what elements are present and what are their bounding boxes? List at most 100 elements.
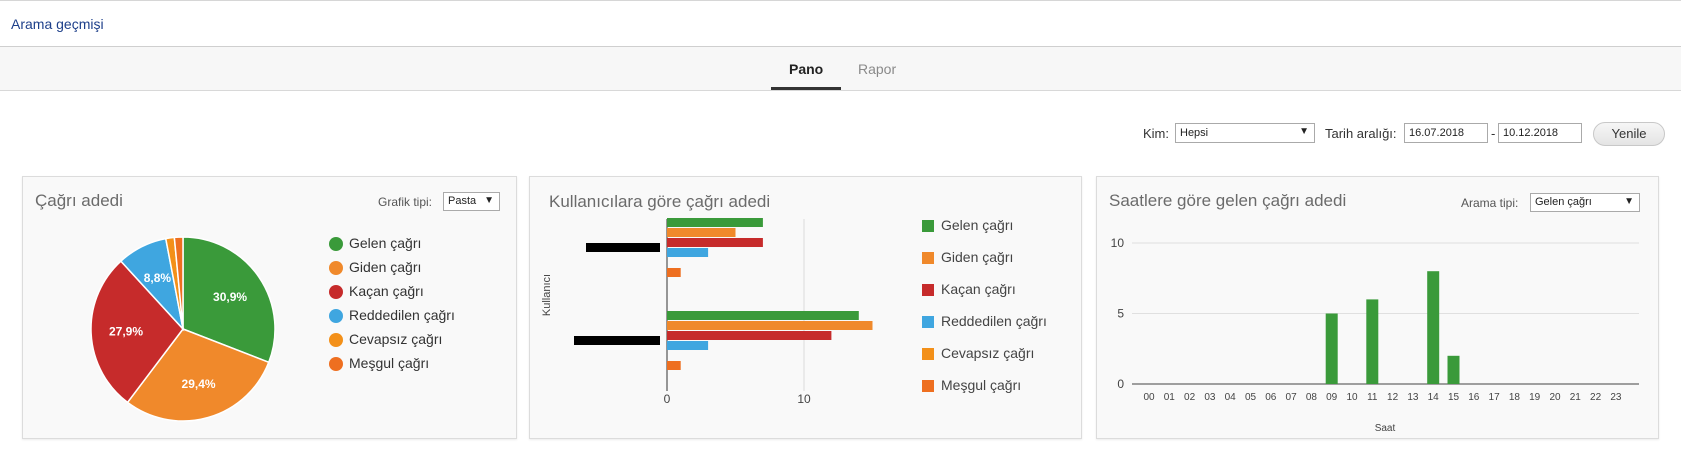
card-title: Çağrı adedi [35, 191, 123, 210]
date-from-input[interactable]: 16.07.2018 [1404, 123, 1488, 143]
filter-bar: Kim: Hepsi ▼ Tarih aralığı: 16.07.2018 -… [0, 122, 1681, 148]
pie-slice[interactable] [173, 236, 184, 330]
x-tick-label: 09 [1326, 392, 1338, 403]
legend-item[interactable]: Kaçan çağrı [349, 283, 424, 299]
redacted-user-label [586, 243, 660, 252]
who-select-value: Hepsi [1180, 127, 1209, 139]
x-tick-label: 06 [1265, 392, 1277, 403]
dropdown-arrow-icon: ▼ [1624, 196, 1634, 207]
x-tick-label: 0 [664, 392, 671, 406]
x-tick-label: 18 [1509, 392, 1521, 403]
x-tick-label: 01 [1164, 392, 1176, 403]
x-tick-label: 02 [1184, 392, 1196, 403]
x-tick-label: 05 [1245, 392, 1257, 403]
legend-marker [329, 309, 343, 323]
x-tick-label: 20 [1549, 392, 1561, 403]
x-tick-label: 19 [1529, 392, 1541, 403]
bar[interactable] [667, 361, 681, 370]
legend-item[interactable]: Meşgul çağrı [349, 355, 430, 371]
user-bar-chart: 0 10 Kullanıcı [541, 218, 873, 406]
pie-slice[interactable] [126, 328, 270, 422]
legend-marker [922, 348, 934, 360]
calls-by-hour-card: Saatlere göre gelen çağrı adedi Arama ti… [1096, 176, 1659, 439]
x-tick-label: 07 [1286, 392, 1298, 403]
bar[interactable] [667, 311, 859, 320]
tab-bar: Pano Rapor [0, 47, 1681, 91]
legend-item[interactable]: Reddedilen çağrı [941, 313, 1047, 329]
call-type-label: Arama tipi: [1461, 196, 1519, 210]
x-tick-label: 03 [1204, 392, 1216, 403]
legend-item[interactable]: Cevapsız çağrı [941, 345, 1035, 361]
y-tick-label: 0 [1117, 377, 1124, 391]
page-header: Arama geçmişi [0, 0, 1681, 47]
bar[interactable] [667, 341, 709, 350]
legend-marker [329, 237, 343, 251]
call-type-value: Gelen çağrı [1535, 196, 1592, 208]
legend-marker [922, 284, 934, 296]
date-to-input[interactable]: 10.12.2018 [1498, 123, 1582, 143]
redacted-user-label [574, 336, 660, 345]
x-tick-label: 15 [1448, 392, 1460, 403]
x-tick-label: 10 [797, 392, 811, 406]
x-tick-label: 08 [1306, 392, 1318, 403]
bar[interactable] [1366, 299, 1379, 384]
x-tick-label: 13 [1407, 392, 1419, 403]
x-tick-label: 23 [1610, 392, 1622, 403]
refresh-button[interactable]: Yenile [1593, 122, 1665, 146]
bar[interactable] [667, 248, 709, 257]
legend-item[interactable]: Meşgul çağrı [941, 377, 1022, 393]
call-count-card: Çağrı adedi Grafik tipi: Pasta ▼ 30,9% 29… [22, 176, 517, 439]
tab-rapor[interactable]: Rapor [858, 61, 897, 77]
x-tick-label: 10 [1346, 392, 1358, 403]
x-axis-label: Saat [1375, 423, 1396, 434]
bar[interactable] [667, 218, 763, 227]
legend-item[interactable]: Reddedilen çağrı [349, 307, 455, 323]
legend-item[interactable]: Gelen çağrı [941, 217, 1014, 233]
bar[interactable] [667, 228, 736, 237]
legend-item[interactable]: Giden çağrı [941, 249, 1014, 265]
dropdown-arrow-icon: ▼ [484, 195, 494, 206]
who-select[interactable]: Hepsi ▼ [1175, 123, 1315, 143]
pie-data-label: 8,8% [144, 271, 172, 285]
pie-data-label: 29,4% [182, 377, 216, 391]
call-type-select[interactable]: Gelen çağrı ▼ [1530, 193, 1640, 212]
bar[interactable] [667, 268, 681, 277]
card-title: Saatlere göre gelen çağrı adedi [1109, 191, 1347, 210]
card-title: Kullanıcılara göre çağrı adedi [549, 192, 771, 211]
bar[interactable] [1427, 271, 1440, 384]
legend-item[interactable]: Cevapsız çağrı [349, 331, 443, 347]
legend-item[interactable]: Kaçan çağrı [941, 281, 1016, 297]
x-tick-label: 11 [1367, 392, 1378, 403]
bar[interactable] [667, 331, 832, 340]
pie-chart: 30,9% 29,4% 27,9% 8,8% [90, 236, 276, 422]
chart-type-value: Pasta [448, 195, 477, 207]
x-tick-label: 17 [1489, 392, 1501, 403]
legend-marker [922, 252, 934, 264]
dropdown-arrow-icon: ▼ [1299, 126, 1309, 137]
x-tick-label: 14 [1428, 392, 1440, 403]
bar[interactable] [667, 321, 873, 330]
y-tick-label: 10 [1111, 236, 1125, 250]
legend-marker [922, 380, 934, 392]
legend-item[interactable]: Giden çağrı [349, 259, 422, 275]
bar[interactable] [1447, 355, 1460, 384]
legend-marker [922, 316, 934, 328]
legend-marker [922, 220, 934, 232]
bar[interactable] [667, 238, 763, 247]
pie-slice[interactable] [182, 236, 276, 364]
y-tick-label: 5 [1117, 307, 1124, 321]
tab-pano[interactable]: Pano [789, 61, 824, 77]
bar[interactable] [1325, 313, 1338, 385]
x-tick-label: 22 [1590, 392, 1602, 403]
x-tick-label: 04 [1225, 392, 1237, 403]
legend-item[interactable]: Gelen çağrı [349, 235, 422, 251]
y-axis-label: Kullanıcı [541, 274, 553, 316]
date-range-label: Tarih aralığı: [1325, 126, 1397, 141]
pie-data-label: 30,9% [213, 290, 247, 304]
chart-type-label: Grafik tipi: [378, 195, 433, 209]
chart-type-select[interactable]: Pasta ▼ [443, 192, 500, 211]
pie-slice[interactable] [90, 260, 184, 404]
date-separator: - [1491, 126, 1496, 141]
pie-data-label: 27,9% [109, 325, 143, 339]
active-tab-indicator [771, 87, 841, 90]
